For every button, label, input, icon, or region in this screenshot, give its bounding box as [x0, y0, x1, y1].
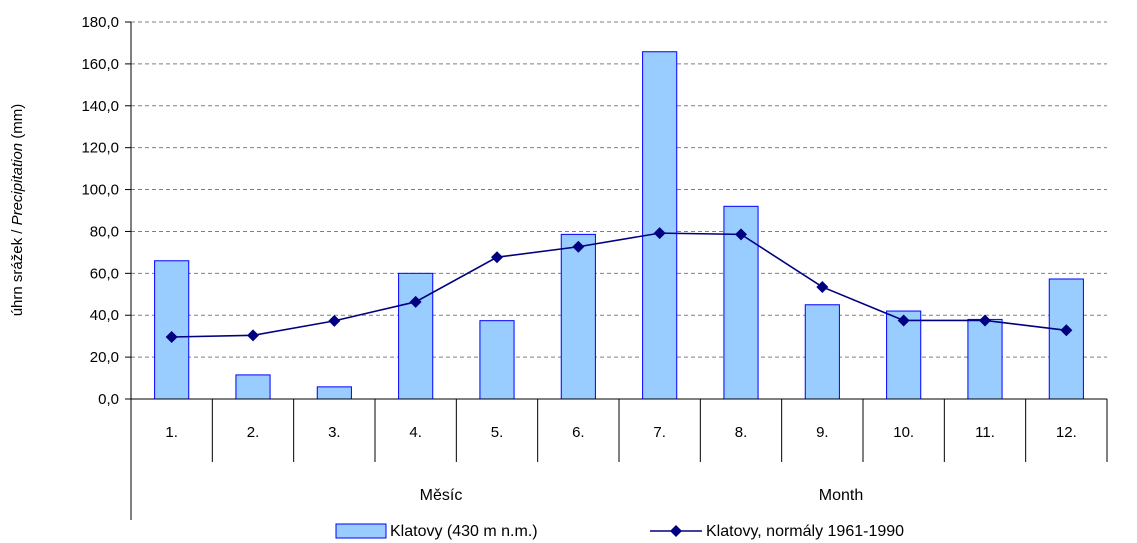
x-tick-label: 1. [165, 424, 178, 441]
bar [1048, 278, 1084, 400]
x-tick-label: 9. [816, 424, 829, 441]
normals-line [171, 232, 1067, 338]
y-tick-label: 120,0 [81, 140, 119, 157]
bar [479, 320, 515, 400]
legend-line-label: Klatovy, normály 1961-1990 [706, 523, 904, 540]
bar [398, 272, 434, 400]
y-tick-label: 20,0 [90, 349, 119, 366]
bar [560, 233, 596, 400]
x-tick-label: 4. [409, 424, 422, 441]
legend-bar-label: Klatovy (430 m n.m.) [390, 523, 538, 540]
line-marker [1060, 324, 1073, 337]
line-marker [491, 251, 503, 264]
line-marker [897, 314, 910, 327]
x-axis-title-english: Month [819, 487, 863, 504]
bar [235, 374, 271, 400]
line-marker [247, 329, 259, 342]
axes [125, 21, 1108, 520]
x-tick-label: 10. [893, 424, 914, 441]
line-marker [165, 331, 178, 344]
y-tick-labels: 0,0 20,0 40,0 60,0 80,0 100,0 120,0 140,0 160,0 1… [81, 14, 119, 408]
y-axis-title: úhrn srážek / Precipitation (mm) [9, 104, 26, 317]
bar [967, 318, 1003, 400]
gridlines [131, 21, 1107, 358]
x-tick-label: 6. [572, 424, 585, 441]
x-tick-label: 5. [491, 424, 504, 441]
x-axis-title-czech: Měsíc [420, 487, 463, 504]
line-marker [653, 227, 666, 240]
line-marker [409, 295, 422, 308]
x-tick-label: 8. [735, 424, 748, 441]
line-marker [979, 314, 991, 327]
y-tick-label: 100,0 [81, 182, 119, 199]
x-tick-label: 3. [328, 424, 341, 441]
y-tick-label: 40,0 [90, 307, 119, 324]
x-tick-labels: 1. 2. 3. 4. 5. 6. 7. 8. 9. 10. 11. 12. [165, 424, 1076, 441]
line-marker [572, 240, 585, 253]
y-tick-label: 60,0 [90, 265, 119, 282]
bar [154, 260, 190, 400]
bar [642, 51, 678, 400]
line-marker [735, 228, 747, 241]
line-marker [816, 280, 829, 293]
legend-bar-swatch [335, 523, 387, 539]
x-tick-label: 7. [653, 424, 666, 441]
y-tick-label: 80,0 [90, 223, 119, 240]
y-tick-label: 0,0 [98, 391, 119, 408]
line-series [165, 227, 1073, 344]
line-marker [328, 314, 341, 327]
bar [316, 386, 352, 400]
y-tick-label: 160,0 [81, 56, 119, 73]
legend: Klatovy (430 m n.m.) Klatovy, normály 19… [335, 523, 904, 540]
y-tick-label: 140,0 [81, 98, 119, 115]
x-tick-label: 12. [1056, 424, 1077, 441]
x-tick-label: 2. [247, 424, 260, 441]
x-tick-label: 11. [975, 424, 995, 441]
legend-line-marker [670, 525, 682, 537]
y-tick-label: 180,0 [81, 14, 119, 31]
bar-series [154, 51, 1084, 400]
bar [804, 304, 840, 400]
